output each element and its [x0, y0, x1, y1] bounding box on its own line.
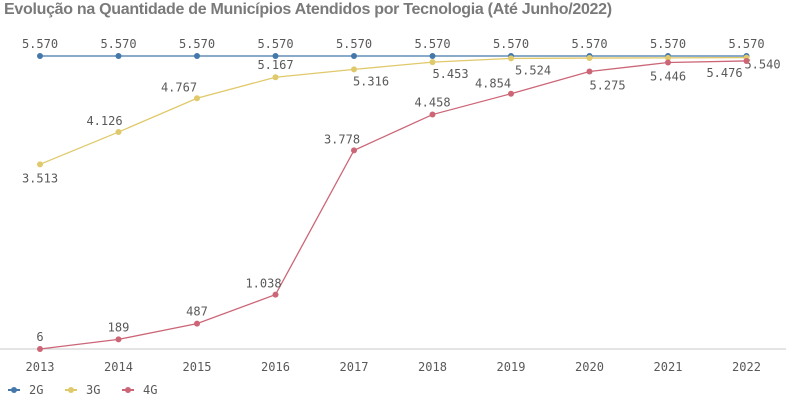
data-label-2G: 5.570	[414, 37, 450, 51]
data-label-4G: 189	[108, 320, 130, 334]
data-point-3G	[429, 59, 436, 66]
data-label-2G: 5.570	[336, 37, 372, 51]
data-label-4G: 5.446	[650, 70, 686, 84]
legend-item: 2G	[29, 383, 43, 397]
data-label-3G: 5.540	[744, 58, 780, 72]
x-tick-label: 2016	[261, 360, 290, 374]
x-tick-label: 2013	[26, 360, 55, 374]
data-point-4G	[272, 291, 279, 298]
x-tick-label: 2018	[418, 360, 447, 374]
data-point-3G	[351, 66, 357, 73]
data-point-3G	[115, 129, 122, 136]
data-point-4G	[743, 57, 750, 64]
data-label-4G: 5.476	[706, 66, 742, 80]
x-tick-label: 2022	[732, 360, 761, 374]
x-tick-label: 2017	[340, 360, 369, 374]
data-label-2G: 5.570	[571, 37, 607, 51]
data-point-2G	[351, 53, 357, 59]
legend-marker-icon	[125, 387, 131, 393]
data-label-3G: 5.453	[432, 67, 468, 81]
data-label-2G: 5.570	[257, 37, 293, 51]
legend-item: 3G	[86, 383, 100, 397]
data-label-4G: 3.778	[324, 132, 360, 146]
data-label-4G: 5.275	[589, 79, 625, 93]
data-point-3G	[665, 54, 671, 61]
data-label-2G: 5.570	[728, 37, 764, 51]
x-tick-label: 2020	[575, 360, 604, 374]
legend-marker-icon	[68, 387, 74, 393]
data-label-4G: 4.854	[475, 77, 511, 91]
x-tick-label: 2019	[497, 360, 526, 374]
data-point-2G	[272, 53, 279, 59]
data-point-4G	[194, 320, 200, 327]
data-point-3G	[37, 161, 43, 168]
x-tick-label: 2021	[654, 360, 683, 374]
x-tick-label: 2015	[183, 360, 212, 374]
data-point-3G	[194, 95, 200, 102]
data-label-2G: 5.570	[179, 37, 215, 51]
data-label-2G: 5.570	[22, 37, 58, 51]
data-label-4G: 487	[186, 305, 208, 319]
data-label-4G: 4.458	[414, 96, 450, 110]
data-label-3G: 4.126	[86, 114, 122, 128]
data-point-4G	[37, 346, 43, 352]
series-line-4G	[39, 60, 747, 350]
chart-title: Evolução na Quantidade de Municípios Ate…	[4, 1, 612, 18]
data-point-2G	[194, 53, 200, 59]
data-label-2G: 5.570	[650, 37, 686, 51]
data-label-3G: 5.167	[257, 58, 293, 72]
x-tick-label: 2014	[104, 360, 133, 374]
data-label-2G: 5.570	[100, 37, 136, 51]
data-point-3G	[586, 55, 593, 62]
data-label-3G: 4.767	[161, 80, 197, 94]
data-point-3G	[508, 55, 514, 62]
data-point-4G	[429, 111, 436, 118]
legend-item: 4G	[143, 383, 157, 397]
data-label-2G: 5.570	[493, 37, 529, 51]
data-point-2G	[115, 53, 122, 59]
data-point-4G	[351, 147, 357, 154]
data-label-3G: 5.316	[353, 74, 389, 88]
data-point-4G	[586, 68, 593, 75]
data-point-4G	[665, 59, 671, 66]
data-label-4G: 1.038	[245, 277, 281, 291]
data-point-2G	[429, 53, 436, 59]
data-point-2G	[37, 53, 43, 59]
data-point-4G	[115, 336, 122, 343]
data-point-3G	[272, 74, 279, 81]
data-point-4G	[508, 90, 514, 97]
series-line-3G	[39, 56, 747, 165]
data-label-4G: 6	[36, 330, 43, 344]
legend-marker-icon	[11, 387, 17, 393]
data-label-3G: 3.513	[22, 171, 58, 185]
data-label-3G: 5.524	[515, 63, 551, 77]
